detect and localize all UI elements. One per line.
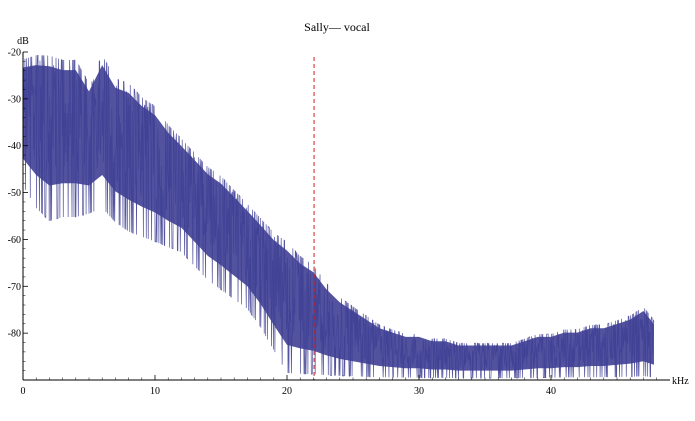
axes-layer: 0 10 20 30 40 -20 -30 -40 -50 -60 -70 -80	[8, 48, 670, 397]
x-axis-label: kHz	[672, 376, 689, 387]
y-tick-label: -20	[8, 48, 21, 59]
series-0-band	[23, 65, 654, 371]
x-tick-label: 10	[150, 386, 160, 397]
x-tick-label: 0	[21, 386, 26, 397]
y-tick-label: -80	[8, 329, 21, 340]
x-tick-label: 30	[414, 386, 424, 397]
y-tick-label: -50	[8, 188, 21, 199]
y-tick-label: -60	[8, 235, 21, 246]
x-tick-label: 20	[282, 386, 292, 397]
chart-title: Sally— vocal	[304, 20, 370, 34]
x-tick-label: 40	[546, 386, 556, 397]
y-tick-label: -70	[8, 282, 21, 293]
series-layer	[22, 54, 655, 379]
y-axis-label: dB	[17, 36, 29, 47]
y-tick-label: -40	[8, 141, 21, 152]
y-tick-label: -30	[8, 94, 21, 105]
